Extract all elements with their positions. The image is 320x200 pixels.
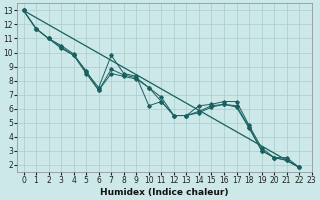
X-axis label: Humidex (Indice chaleur): Humidex (Indice chaleur) [100,188,229,197]
